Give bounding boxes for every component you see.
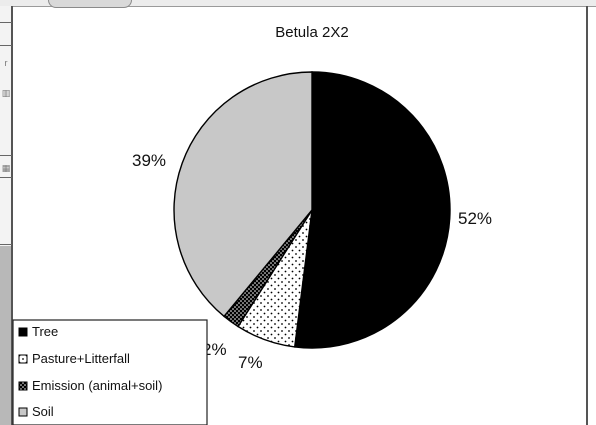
left-rule [0,45,12,46]
legend-swatch-pasture [18,354,28,364]
left-panel-shade [0,246,12,425]
legend-item-tree: Tree [18,324,58,339]
legend-item-emission: Emission (animal+soil) [18,378,162,393]
value-label-tree: 52% [458,209,492,228]
legend-swatch-soil [18,407,28,417]
legend-box [12,319,208,425]
left-rule [0,155,12,156]
legend-label-emission: Emission (animal+soil) [32,378,162,393]
left-fragment-icon: r [4,58,8,68]
legend-swatch-tree [18,327,28,337]
left-fragment-icon: ▦ [1,163,11,173]
left-rule [0,177,12,178]
top-window-edge [0,0,596,7]
left-rule [0,22,12,23]
left-fragment-icon: ▥ [1,88,11,98]
pie-slice-soil [173,71,313,318]
value-label-soil: 39% [132,151,166,170]
right-frame-line [586,6,588,425]
legend-label-tree: Tree [32,324,58,339]
left-frame-line [11,6,13,425]
legend-item-soil: Soil [18,404,54,419]
value-label-emission: 2% [202,340,227,359]
legend-label-pasture: Pasture+Litterfall [32,351,130,366]
legend-swatch-emission [18,381,28,391]
legend-label-soil: Soil [32,404,54,419]
legend-item-pasture: Pasture+Litterfall [18,351,130,366]
pie-slice-tree [293,71,451,349]
chart-title: Betula 2X2 [275,24,348,41]
left-rule [0,244,12,245]
pie-slices [173,71,451,349]
value-label-pasture: 7% [238,353,263,372]
